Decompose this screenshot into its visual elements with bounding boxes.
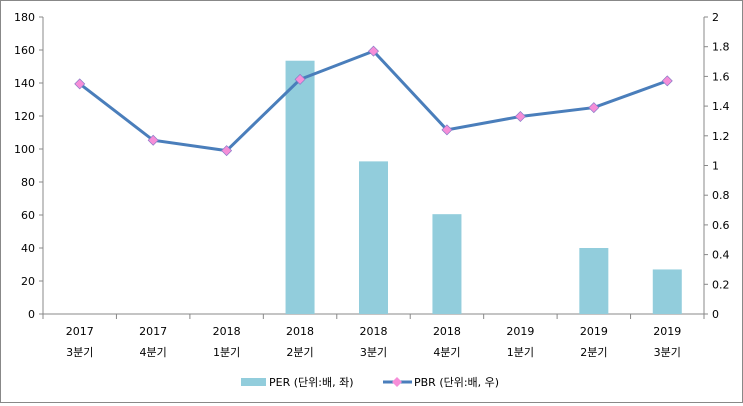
legend-per-swatch xyxy=(241,378,266,386)
x-tick-label-quarter: 1분기 xyxy=(213,346,240,359)
x-tick-label-year: 2017 xyxy=(139,325,167,338)
left-tick-label: 40 xyxy=(21,242,35,255)
left-tick-label: 0 xyxy=(28,308,35,321)
x-tick-label-year: 2017 xyxy=(66,325,94,338)
right-tick-label: 0 xyxy=(712,308,719,321)
pbr-marker xyxy=(221,145,233,157)
left-tick-label: 100 xyxy=(14,143,35,156)
right-tick-label: 1 xyxy=(712,160,719,173)
pbr-marker xyxy=(147,134,159,146)
x-tick-label-quarter: 4분기 xyxy=(433,346,460,359)
x-tick-label-quarter: 2분기 xyxy=(286,346,313,359)
x-tick-label-quarter: 4분기 xyxy=(140,346,167,359)
x-tick-label-year: 2019 xyxy=(653,325,681,338)
x-tick-label-year: 2019 xyxy=(506,325,534,338)
x-tick-label-quarter: 3분기 xyxy=(654,346,681,359)
right-tick-label: 1.8 xyxy=(712,41,730,54)
x-tick-label-quarter: 1분기 xyxy=(507,346,534,359)
per-bar xyxy=(285,60,315,314)
x-tick-label-quarter: 3분기 xyxy=(66,346,93,359)
legend-per-label: PER (단위:배, 좌) xyxy=(269,376,354,389)
left-tick-label: 20 xyxy=(21,275,35,288)
x-tick-label-year: 2018 xyxy=(360,325,388,338)
x-tick-label-year: 2019 xyxy=(580,325,608,338)
pbr-marker xyxy=(441,124,453,136)
x-tick-label-year: 2018 xyxy=(433,325,461,338)
right-tick-label: 0.4 xyxy=(712,249,730,262)
right-tick-label: 1.2 xyxy=(712,130,730,143)
per-bar xyxy=(359,161,388,314)
left-tick-label: 60 xyxy=(21,209,35,222)
right-tick-label: 0.2 xyxy=(712,278,730,291)
left-tick-label: 160 xyxy=(14,44,35,57)
per-bar xyxy=(652,269,682,314)
left-tick-label: 120 xyxy=(14,110,35,123)
pbr-line xyxy=(78,49,668,153)
right-tick-label: 1.4 xyxy=(712,100,730,113)
per-bar xyxy=(432,214,462,314)
pbr-marker xyxy=(514,111,526,122)
pbr-marker xyxy=(588,102,600,114)
x-tick-label-quarter: 2분기 xyxy=(580,346,607,359)
left-tick-label: 80 xyxy=(21,176,35,189)
per-bar xyxy=(579,248,609,314)
pbr-marker xyxy=(74,78,86,90)
right-tick-label: 0.8 xyxy=(712,189,730,202)
pbr-marker xyxy=(368,45,379,57)
pbr-marker xyxy=(661,75,673,87)
legend-pbr-label: PBR (단위:배, 우) xyxy=(414,376,499,389)
right-tick-label: 2 xyxy=(712,11,719,24)
left-tick-label: 180 xyxy=(14,11,35,24)
pbr-marker xyxy=(294,73,306,85)
right-tick-label: 1.6 xyxy=(712,70,730,83)
x-tick-label-year: 2018 xyxy=(213,325,241,338)
right-tick-label: 0.6 xyxy=(712,219,730,232)
legend-pbr-marker xyxy=(392,377,402,387)
x-tick-label-year: 2018 xyxy=(286,325,314,338)
x-tick-label-quarter: 3분기 xyxy=(360,346,387,359)
left-tick-label: 140 xyxy=(14,77,35,90)
